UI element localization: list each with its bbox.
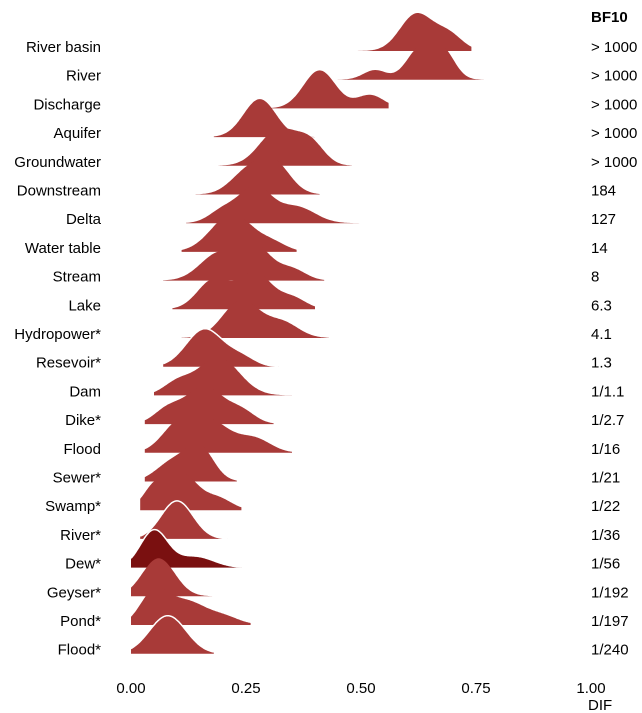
bf-value: > 1000	[591, 68, 637, 85]
row-label: Geyser*	[47, 584, 101, 601]
bf-value: 1/36	[591, 527, 620, 544]
bf-column: BF10 > 1000 > 1000 > 1000 > 1000 > 1000 184 12…	[591, 9, 637, 659]
row-label: Flood	[63, 441, 101, 458]
bf-value: 6.3	[591, 297, 612, 314]
bf-value: 1/56	[591, 556, 620, 573]
bf-value: 14	[591, 240, 608, 257]
ridge-swamp	[140, 472, 242, 511]
bf-value: > 1000	[591, 125, 637, 142]
ridge-stream	[163, 242, 325, 281]
row-label: Flood*	[58, 642, 102, 659]
ridges	[130, 13, 495, 654]
bf-value: 184	[591, 183, 616, 200]
ridge-groundwater	[218, 127, 352, 166]
row-label: Resevoir*	[36, 355, 101, 372]
bf-value: > 1000	[591, 154, 637, 171]
row-label: Hydropower*	[14, 326, 101, 343]
ridge-river	[324, 41, 495, 80]
ridge-geyser	[131, 558, 214, 597]
bf-value: 8	[591, 269, 599, 286]
row-label: River basin	[26, 39, 101, 56]
ridge-delta	[186, 185, 366, 224]
ridge-outline	[130, 614, 214, 653]
ridge-aquifer	[213, 99, 315, 138]
ridge-flood	[144, 414, 292, 453]
ridge-sewer	[144, 443, 237, 482]
ridge-river	[140, 500, 228, 539]
ridge-outline	[139, 500, 228, 540]
row-label: Aquifer	[53, 125, 101, 142]
bf-value: 1/197	[591, 613, 629, 630]
x-tick-label: 0.00	[116, 680, 145, 697]
bf-value: 1/240	[591, 642, 629, 659]
x-tick-label: 0.75	[461, 680, 490, 697]
bf-value: 4.1	[591, 326, 612, 343]
bf-header: BF10	[591, 9, 628, 26]
row-label: Dike*	[65, 412, 101, 429]
ridge-river-basin	[333, 13, 472, 51]
ridge-pond	[131, 587, 251, 625]
x-tick-label: 1.00	[576, 680, 605, 697]
x-axis: DIF 0.00 0.25 0.50 0.75 1.00	[116, 680, 612, 713]
ridge-water-table	[181, 213, 297, 252]
ridge-dew	[131, 529, 242, 568]
x-tick-label: 0.50	[346, 680, 375, 697]
bf-value: 1/192	[591, 584, 629, 601]
ridge-flood	[131, 615, 214, 654]
ridge-outline	[130, 528, 242, 568]
row-label: Pond*	[60, 613, 101, 630]
bf-value: > 1000	[591, 39, 637, 56]
row-label: Stream	[53, 269, 101, 286]
row-label: Discharge	[33, 96, 101, 113]
ridge-dike	[144, 386, 274, 425]
bf-value: 1/1.1	[591, 383, 624, 400]
x-axis-title: DIF	[588, 697, 612, 713]
row-label: Sewer*	[53, 470, 102, 487]
bf-value: 1/16	[591, 441, 620, 458]
bf-value: 1.3	[591, 355, 612, 372]
ridge-lake	[172, 271, 315, 310]
bf-value: 1/22	[591, 498, 620, 515]
row-label: River	[66, 68, 101, 85]
bf-value: 127	[591, 211, 616, 228]
ridge-hydropower	[181, 300, 329, 338]
row-label: Swamp*	[45, 498, 101, 515]
row-label: Delta	[66, 211, 102, 228]
row-label: Downstream	[17, 183, 101, 200]
row-label: Groundwater	[14, 154, 101, 171]
row-label: Dam	[69, 383, 101, 400]
ridge-dam	[154, 357, 292, 396]
ridge-downstream	[195, 156, 320, 195]
row-label: Lake	[68, 297, 101, 314]
bf-value: 1/21	[591, 470, 620, 487]
row-label: River*	[60, 527, 101, 544]
bf-value: > 1000	[591, 96, 637, 113]
row-label: Dew*	[65, 556, 101, 573]
row-labels: River basin River Discharge Aquifer Groundwa…	[14, 39, 101, 659]
ridge-discharge	[241, 70, 389, 109]
ridge-outline	[162, 327, 279, 368]
row-label: Water table	[25, 240, 101, 257]
x-tick-label: 0.25	[231, 680, 260, 697]
bf-value: 1/2.7	[591, 412, 624, 429]
